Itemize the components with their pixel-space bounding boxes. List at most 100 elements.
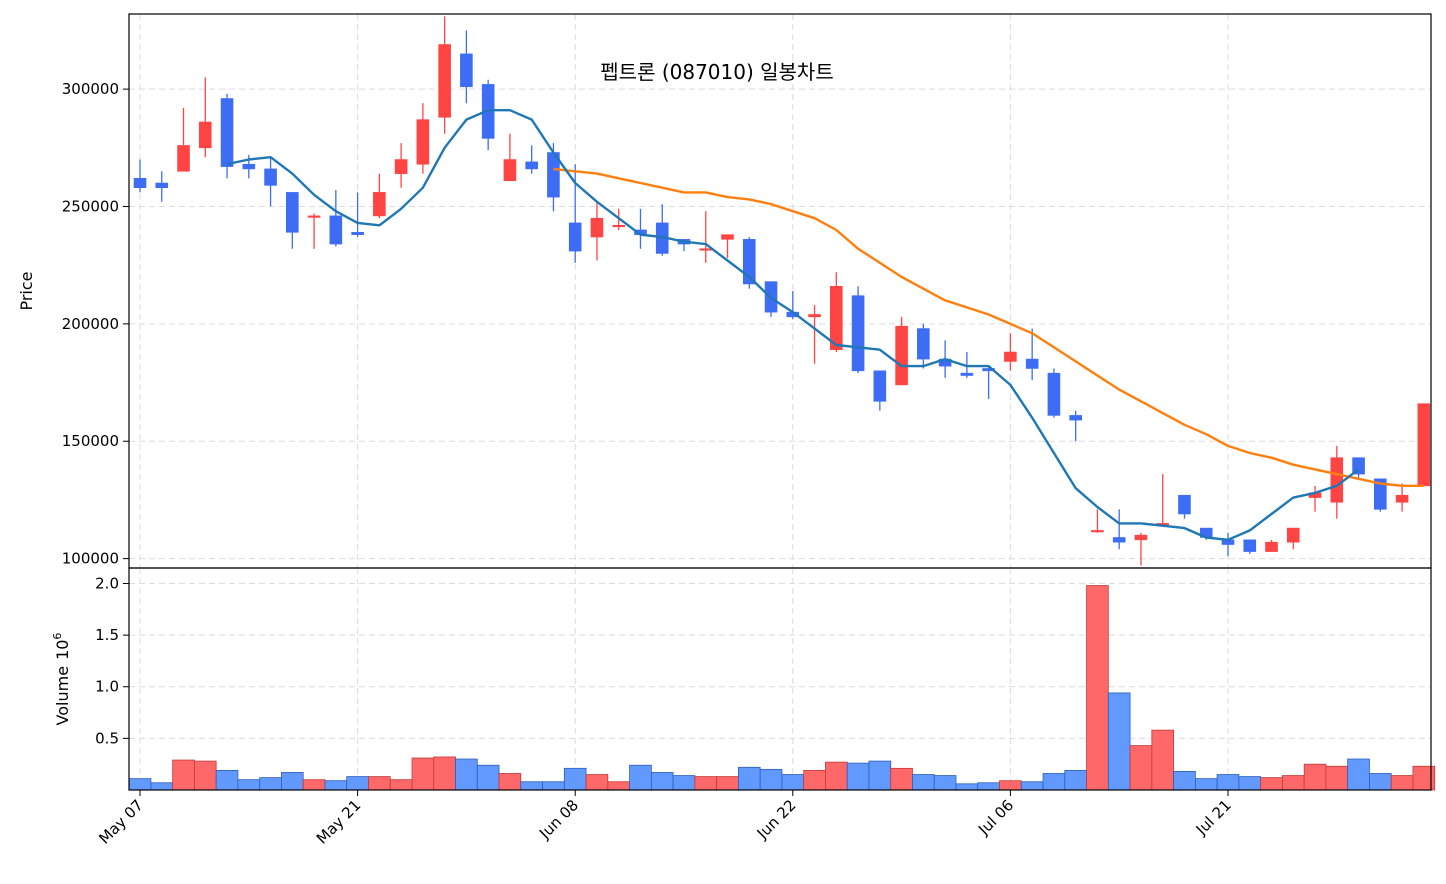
volume-bar — [585, 774, 609, 791]
candle-body — [503, 159, 517, 181]
candle-body — [1091, 530, 1104, 533]
candle-body — [568, 222, 582, 252]
candle-body — [1352, 457, 1365, 475]
ma-long-line — [553, 167, 1424, 487]
volume-bar — [150, 782, 174, 791]
volume-bar — [650, 772, 674, 791]
candle-body — [982, 368, 995, 372]
candle-body — [612, 224, 626, 228]
candle-body — [242, 163, 256, 170]
candle-body — [1374, 478, 1387, 510]
volume-bar — [868, 760, 892, 791]
candle-body — [808, 314, 821, 318]
candle-body — [220, 98, 234, 167]
candle-body — [307, 215, 321, 218]
volume-bar — [955, 783, 979, 791]
volume-bar — [716, 776, 739, 791]
volume-axis-scale: 10 — [53, 640, 72, 660]
date-tick-label: Jul 06 — [974, 796, 1017, 839]
volume-bar — [172, 759, 195, 791]
candle-body — [1004, 351, 1017, 362]
price-tick-label: 300000 — [62, 80, 119, 98]
volume-bar — [933, 775, 957, 791]
candle-body — [286, 192, 299, 233]
ma-short-line — [226, 108, 1360, 541]
volume-y-ticks: 0.5 1.0 1.5 2.0 — [95, 574, 129, 747]
volume-gridlines — [129, 568, 1431, 790]
candle-body — [264, 168, 277, 186]
candle-body — [1395, 494, 1409, 503]
volume-bar — [999, 780, 1022, 791]
candle-body — [1330, 457, 1344, 503]
candle-body — [851, 295, 865, 372]
volume-panel-frame — [128, 567, 1432, 791]
volume-bar — [1369, 773, 1392, 791]
volume-axis-label: Volume 106 — [51, 633, 72, 726]
candle-body — [1417, 403, 1431, 487]
candle-body — [1178, 494, 1191, 515]
price-panel-frame — [128, 13, 1432, 569]
candle-body — [1134, 534, 1148, 541]
volume-bar — [977, 782, 1000, 791]
candle-body — [1112, 537, 1126, 543]
volume-bar — [563, 767, 587, 791]
volume-bar — [411, 757, 435, 791]
candle-body — [1243, 539, 1257, 552]
volume-bar — [1282, 775, 1305, 791]
date-x-ticks: May 07 May 21 Jun 08 Jun 22 Jul 06 Jul 21 — [95, 790, 1235, 848]
volume-bar — [694, 776, 718, 791]
volume-bar — [455, 758, 478, 791]
volume-bar — [629, 764, 652, 791]
volume-bar — [324, 780, 348, 791]
volume-bar — [476, 764, 500, 791]
moving-average-lines — [226, 108, 1424, 541]
volume-bar — [1020, 781, 1044, 791]
volume-axis-exponent: 6 — [51, 633, 64, 640]
volume-bar — [846, 762, 870, 791]
candle-body — [590, 217, 604, 238]
volume-axis-label-text: Volume — [53, 666, 72, 726]
volume-bar — [1303, 763, 1327, 791]
volume-bar — [1173, 771, 1196, 791]
candle-body — [742, 239, 756, 285]
volume-tick-label: 2.0 — [95, 574, 119, 592]
volume-bar — [1347, 758, 1370, 791]
volume-bar — [759, 768, 783, 791]
volume-bar — [259, 777, 282, 791]
volume-bar — [607, 781, 631, 791]
candle-body — [699, 248, 713, 251]
price-tick-label: 100000 — [62, 550, 119, 568]
volume-bar — [237, 779, 261, 791]
candle-body — [1265, 541, 1278, 552]
volume-tick-label: 0.5 — [95, 729, 119, 747]
candle-body — [721, 234, 734, 240]
volume-panel: 0.5 1.0 1.5 2.0 May 07 May 21 Jun 08 Jun 22 Jul… — [51, 567, 1436, 848]
volume-bars — [128, 585, 1436, 791]
volume-bar — [281, 772, 304, 791]
date-tick-label: May 21 — [313, 796, 365, 848]
date-tick-label: May 07 — [95, 796, 147, 848]
candle-body — [1286, 527, 1300, 543]
candle-body — [830, 286, 843, 350]
volume-bar — [825, 761, 848, 791]
volume-tick-label: 1.5 — [95, 626, 119, 644]
volume-bar — [1064, 769, 1087, 791]
volume-bar — [1390, 775, 1414, 791]
volume-bar — [302, 779, 326, 791]
candle-body — [960, 372, 974, 376]
volume-tick-label: 1.0 — [95, 678, 119, 696]
candle-body — [373, 192, 386, 217]
volume-bar — [1151, 729, 1174, 791]
candle-body — [438, 44, 451, 118]
price-tick-label: 150000 — [62, 432, 119, 450]
volume-bar — [433, 756, 456, 791]
candle-body — [133, 178, 147, 189]
volume-bar — [128, 778, 152, 791]
price-axis-label: Price — [17, 271, 36, 310]
volume-bar — [890, 767, 913, 791]
volume-bar — [1238, 776, 1262, 791]
candle-body — [329, 215, 343, 245]
volume-bar — [1042, 773, 1066, 791]
volume-bar — [803, 769, 826, 791]
